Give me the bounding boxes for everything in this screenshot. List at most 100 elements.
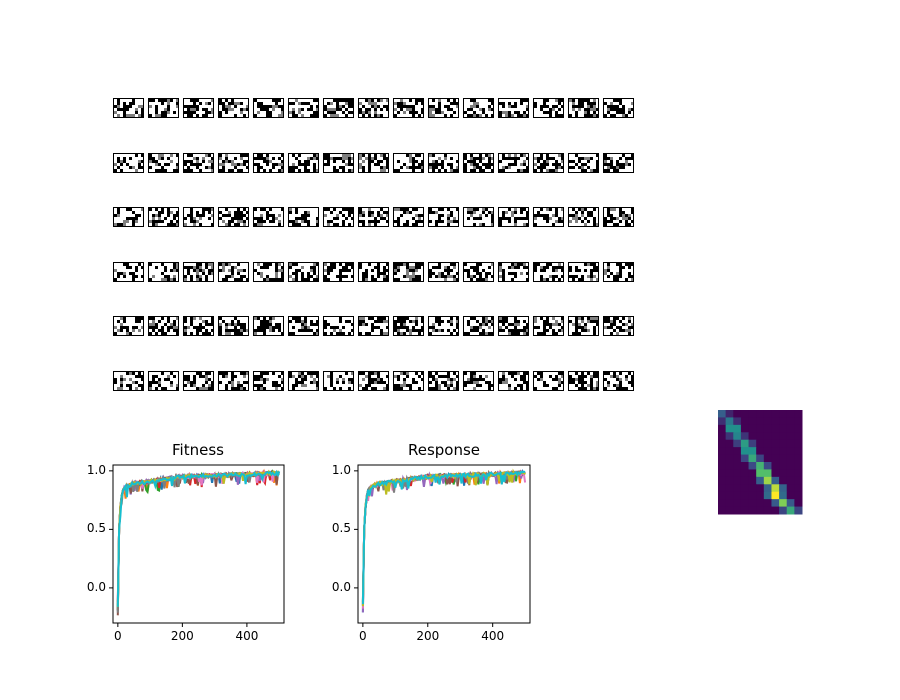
heatmap-cell	[779, 492, 787, 500]
heatmap-cell	[733, 417, 741, 425]
heatmap-cell	[733, 425, 741, 433]
heatmap-cell	[771, 425, 779, 433]
heatmap-cell	[771, 499, 779, 507]
heatmap-cell	[718, 447, 726, 455]
heatmap-cell	[794, 484, 802, 492]
heatmap-cell	[756, 447, 764, 455]
heatmap-cell	[787, 425, 795, 433]
heatmap-cell	[749, 410, 757, 418]
heatmap-cell	[726, 484, 734, 492]
heatmap-cell	[771, 507, 779, 515]
heatmap-cell	[779, 469, 787, 477]
heatmap-cell	[741, 425, 749, 433]
heatmap-cell	[733, 499, 741, 507]
heatmap-cell	[718, 499, 726, 507]
heatmap-cell	[718, 469, 726, 477]
heatmap-cell	[741, 417, 749, 425]
heatmap-cell	[726, 507, 734, 515]
heatmap-cell	[733, 455, 741, 463]
heatmap-cell	[794, 477, 802, 485]
heatmap-cell	[741, 447, 749, 455]
heatmap-cell	[787, 455, 795, 463]
heatmap-cell	[771, 484, 779, 492]
heatmap-cell	[794, 410, 802, 418]
heatmap-cell	[787, 499, 795, 507]
heatmap-cell	[794, 455, 802, 463]
heatmap-cell	[756, 455, 764, 463]
heatmap-cell	[771, 455, 779, 463]
heatmap-cell	[794, 469, 802, 477]
heatmap-cell	[726, 477, 734, 485]
heatmap-cell	[741, 507, 749, 515]
heatmap-cell	[764, 492, 772, 500]
heatmap-cell	[794, 499, 802, 507]
heatmap-cell	[764, 507, 772, 515]
heatmap-cell	[771, 462, 779, 470]
heatmap-cell	[718, 410, 726, 418]
heatmap-cell	[771, 440, 779, 448]
heatmap-cell	[771, 432, 779, 440]
heatmap-cell	[756, 469, 764, 477]
heatmap-cell	[794, 447, 802, 455]
heatmap-cell	[756, 507, 764, 515]
heatmap-cell	[749, 455, 757, 463]
heatmap-cell	[718, 507, 726, 515]
heatmap-cell	[787, 410, 795, 418]
heatmap-cell	[756, 410, 764, 418]
heatmap-cell	[764, 440, 772, 448]
heatmap-cell	[733, 507, 741, 515]
heatmap-cell	[787, 432, 795, 440]
heatmap-cell	[794, 417, 802, 425]
heatmap-cell	[779, 447, 787, 455]
heatmap-cell	[733, 484, 741, 492]
heatmap-cell	[726, 499, 734, 507]
heatmap-cell	[749, 462, 757, 470]
heatmap-cell	[771, 477, 779, 485]
heatmap-cell	[741, 499, 749, 507]
heatmap-cell	[787, 462, 795, 470]
heatmap-cell	[749, 484, 757, 492]
heatmap-cell	[741, 484, 749, 492]
heatmap-cell	[756, 499, 764, 507]
heatmap-cell	[726, 410, 734, 418]
heatmap-cell	[794, 492, 802, 500]
heatmap-cell	[749, 469, 757, 477]
heatmap-cell	[771, 417, 779, 425]
heatmap-cell	[779, 417, 787, 425]
heatmap-cell	[756, 440, 764, 448]
heatmap-cell	[741, 410, 749, 418]
heatmap-cell	[741, 462, 749, 470]
heatmap-cell	[779, 425, 787, 433]
heatmap-cell	[779, 440, 787, 448]
heatmap-cell	[741, 477, 749, 485]
heatmap-cell	[787, 492, 795, 500]
heatmap-cell	[756, 484, 764, 492]
heatmap-cell	[764, 469, 772, 477]
heatmap-cell	[756, 492, 764, 500]
heatmap-cell	[741, 440, 749, 448]
heatmap-cell	[794, 432, 802, 440]
heatmap-cell	[718, 432, 726, 440]
heatmap-cell	[764, 447, 772, 455]
heatmap-cell	[733, 469, 741, 477]
heatmap-cell	[779, 410, 787, 418]
heatmap-cell	[733, 477, 741, 485]
heatmap-cell	[733, 440, 741, 448]
heatmap-cell	[779, 499, 787, 507]
heatmap-cell	[749, 432, 757, 440]
heatmap-cell	[749, 492, 757, 500]
heatmap-cell	[726, 447, 734, 455]
heatmap-cell	[779, 484, 787, 492]
heatmap-cell	[749, 440, 757, 448]
heatmap-cell	[726, 469, 734, 477]
heatmap-cell	[749, 499, 757, 507]
heatmap-cell	[764, 484, 772, 492]
heatmap-cell	[779, 462, 787, 470]
heatmap-cell	[733, 410, 741, 418]
heatmap-cell	[787, 440, 795, 448]
heatmap-cell	[771, 492, 779, 500]
heatmap-cell	[764, 499, 772, 507]
heatmap-cell	[741, 492, 749, 500]
heatmap-cell	[718, 462, 726, 470]
